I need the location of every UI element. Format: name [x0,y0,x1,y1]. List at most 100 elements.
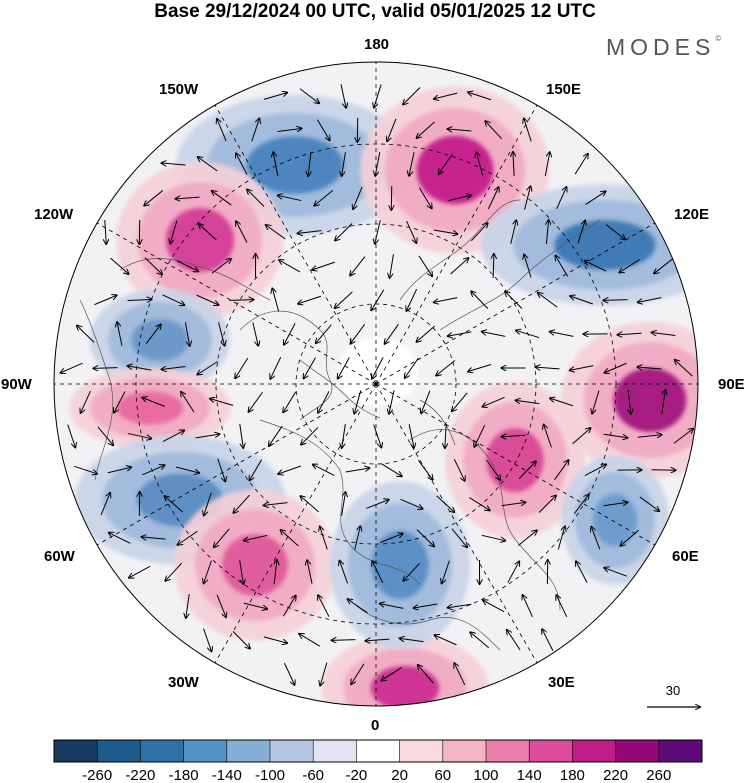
anomaly-core [246,136,344,194]
colorbar-swatch [270,740,314,762]
wind-arrow [513,152,514,177]
wind-arrow [67,424,76,448]
wind-arrow [576,561,588,583]
wind-arrow [341,492,346,516]
meridian-line [375,104,538,385]
lon-label-0: 0 [371,717,380,734]
wind-arrow [316,119,329,141]
wind-arrow [638,367,662,369]
colorbar-tick-label: -220 [125,767,155,783]
colorbar-swatch [140,740,184,762]
wind-arrow [585,261,607,272]
wind-arrow [451,528,467,548]
wind-arrow [546,220,548,244]
wind-arrow [385,323,399,344]
colorbar-tick-label: -140 [212,767,242,783]
wind-arrow [314,189,334,205]
wind-arrow [468,92,492,101]
wind-arrow [417,460,432,479]
wind-arrow [381,667,402,681]
meridian-line [375,222,656,385]
wind-arrow [661,390,665,414]
wind-arrow [550,398,574,407]
wind-arrow [418,187,431,209]
wind-arrow [320,662,328,685]
wind-arrow [380,534,402,543]
colorbar-frame [53,739,703,763]
colorbar-swatch [54,740,98,762]
wind-arrow [269,425,283,446]
meridian-line [96,222,377,385]
wind-arrow [77,326,95,343]
wind-arrow [604,300,628,301]
wind-arrow [550,332,574,337]
wind-arrow [162,163,186,165]
wind-arrow [469,497,489,511]
wind-arrow [403,562,421,581]
wind-arrow [298,295,322,304]
wind-arrow [400,498,422,508]
wind-arrow [338,357,350,378]
wind-arrow [482,332,506,337]
wind-arrow [176,260,198,272]
wind-arrow [638,297,662,303]
wind-arrow [217,119,227,142]
wind-arrow [162,430,184,443]
lon-label-30w: 30W [168,674,199,691]
wind-arrow [471,291,489,309]
wind-arrow [249,459,263,481]
wind-arrow [298,231,322,234]
lon-label-60w: 60W [44,548,75,565]
colorbar-tick-label: -60 [302,767,324,783]
map-disk [54,62,698,706]
wind-arrow [510,220,516,244]
wind-arrow [94,368,118,369]
wind-arrow [107,467,131,474]
colorbar: -260 -220 -180 -140 -100 -60 -20 20 60 100 140 180 2… [53,739,703,783]
wind-arrow [501,502,526,507]
wind-arrow [217,458,226,482]
wind-arrow [485,121,503,140]
reference-vector: 30 [647,683,700,707]
coastline [299,359,381,419]
wind-arrow [316,324,332,343]
wind-arrow [304,357,316,379]
lon-label-180: 180 [364,36,390,53]
colorbar-tick-label: -100 [255,767,285,783]
wind-arrow [675,360,693,377]
wind-arrow [186,594,190,618]
wind-arrow [197,361,218,375]
wind-arrow [142,465,165,476]
wind-arrow [524,186,531,210]
wind-arrow [502,435,526,437]
anomaly-core [370,666,440,706]
wind-arrow [403,87,421,105]
wind-arrow [516,400,540,405]
wind-arrow [557,526,565,550]
wind-arrow [144,257,162,275]
wind-arrow [408,424,414,448]
wind-arrow [299,634,321,647]
wind-arrow [263,93,287,100]
wind-arrow [418,665,434,684]
colorbar-swatch [399,740,444,762]
wind-arrow [448,603,472,607]
wind-arrow [584,464,606,476]
wind-arrow [524,119,532,142]
wind-arrow [572,428,591,445]
wind-arrow [454,663,466,686]
wind-arrow [263,636,287,643]
wind-arrow [418,255,432,276]
wind-arrow [204,492,212,516]
wind-arrow [284,323,296,344]
wind-arrow [486,459,501,480]
wind-arrow [372,561,384,584]
coastline [259,419,421,586]
wind-arrow [605,362,627,372]
wind-arrow [272,288,280,312]
wind-arrow [381,463,401,477]
wind-arrow [505,291,523,309]
wind-arrow [603,502,628,507]
wind-arrow [350,324,365,343]
coastline [409,429,561,611]
